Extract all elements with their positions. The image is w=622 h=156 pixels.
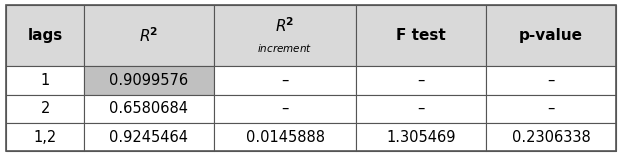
Text: –: –: [417, 73, 425, 88]
Text: $\mathbf{\mathit{R}}^{\mathbf{2}}$: $\mathbf{\mathit{R}}^{\mathbf{2}}$: [139, 26, 159, 45]
Text: $\mathit{increment}$: $\mathit{increment}$: [258, 42, 313, 54]
Text: –: –: [281, 73, 289, 88]
Text: –: –: [547, 101, 555, 116]
Text: –: –: [547, 73, 555, 88]
Text: 0.0145888: 0.0145888: [246, 130, 325, 145]
Text: 0.6580684: 0.6580684: [109, 101, 188, 116]
Text: lags: lags: [27, 28, 63, 43]
Text: p-value: p-value: [519, 28, 583, 43]
Text: 1.305469: 1.305469: [386, 130, 456, 145]
Text: 0.9245464: 0.9245464: [109, 130, 188, 145]
Text: 2: 2: [40, 101, 50, 116]
Text: –: –: [281, 101, 289, 116]
Text: F test: F test: [396, 28, 446, 43]
Text: 1,2: 1,2: [34, 130, 57, 145]
Text: 0.9099576: 0.9099576: [109, 73, 188, 88]
Text: 1: 1: [40, 73, 50, 88]
Text: $\mathbf{\mathit{R}}^{\mathbf{2}}$: $\mathbf{\mathit{R}}^{\mathbf{2}}$: [276, 17, 295, 35]
Text: –: –: [417, 101, 425, 116]
Text: 0.2306338: 0.2306338: [511, 130, 590, 145]
